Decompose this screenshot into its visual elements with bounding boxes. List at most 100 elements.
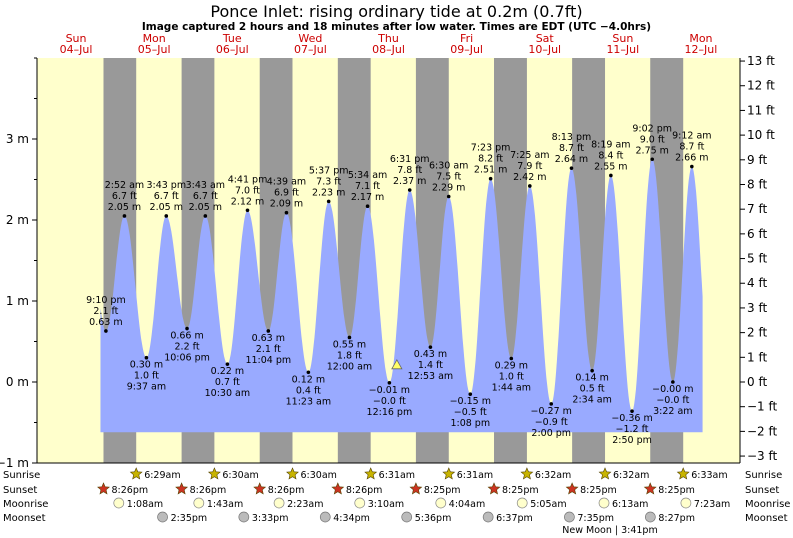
tide-time: 12:00 am [327,361,372,372]
sunrise-time: 6:32am [535,470,571,481]
moonrise-icon [680,497,692,509]
tide-time: 10:06 pm [164,353,210,364]
right-tick-label: 4 ft [747,276,767,290]
sunset-time: 8:26pm [190,485,227,496]
sunset-time: 8:25pm [580,485,617,496]
tide-ft: 8.2 ft [478,154,503,165]
sunrise-time: 6:33am [691,470,727,481]
astro-rows: Sunrise Sunrise Sunset Sunset Moonrise Moonri… [3,467,790,524]
tide-m: −0.27 m [531,406,572,417]
tide-ft: 6.9 ft [274,188,299,199]
tide-m: 2.66 m [675,153,708,164]
sunset-icon [97,482,110,495]
tide-time: 9:12 am [672,131,711,142]
tide-point [569,166,574,170]
moonset-time: 2:35pm [171,513,208,524]
moonrise-time: 5:05am [530,499,566,510]
left-tick-label: 2 m [6,213,29,227]
right-tick-label: 7 ft [747,202,767,216]
tide-point [347,335,352,340]
tide-ft: 6.7 ft [154,191,179,202]
tide-m: 2.12 m [231,196,264,207]
tide-time: 10:30 am [205,388,250,399]
tide-time: 5:37 pm [309,165,349,176]
right-tick-label: 5 ft [747,252,767,266]
day-name: Thu [377,32,399,45]
tide-time: 11:04 pm [245,355,291,366]
moonset-icon [319,511,331,523]
tide-events: 9:10 pm2.1 ft0.63 m2:52 am6.7 ft2.05 m0.… [86,123,711,446]
tide-time: 2:50 pm [612,435,652,446]
day-date: 07–Jul [294,43,327,56]
day-headers: Sun04–JulMon05–JulTue06–JulWed07–JulThu0… [60,32,718,56]
tide-ft: 7.9 ft [517,161,542,172]
tide-ft: 1.8 ft [337,350,362,361]
tide-ft: 1.0 ft [134,371,159,382]
right-tick-label: 10 ft [747,128,775,142]
tide-m: 2.05 m [150,202,183,213]
tide-time: 8:19 am [591,139,630,150]
tide-ft: 7.1 ft [355,181,380,192]
moonrise-icon [354,497,366,509]
tide-m: 0.63 m [252,333,285,344]
sunset-icon [487,482,501,495]
left-tick-label: 0 m [6,375,29,389]
moonset-icon [482,511,494,523]
tide-point [104,329,108,333]
tide-point [122,214,127,218]
tide-m: 0.12 m [292,374,325,385]
tide-point [284,210,289,215]
day-date: 11–Jul [606,43,639,56]
moonrise-time: 4:04am [449,499,485,510]
tide-area [100,159,703,433]
tide-ft: 0.5 ft [580,384,605,395]
tide-point [690,164,694,169]
sunrise-icon [442,467,456,480]
day-date: 06–Jul [216,43,249,56]
day-date: 08–Jul [372,43,405,56]
tide-m: 2.64 m [555,154,588,165]
tide-ft: 6.7 ft [112,191,137,202]
sunset-row-label-right: Sunset [745,485,779,496]
moonrise-icon [598,497,610,509]
moonset-icon [644,511,656,523]
tide-point [365,204,370,209]
tide-m: 2.75 m [636,145,669,156]
tide-ft: −0.0 ft [656,395,689,406]
sunrise-icon [286,467,299,480]
sunrise-icon [364,467,378,480]
sunrise-time: 6:30am [222,470,258,481]
tide-ft: 0.4 ft [296,385,321,396]
left-tick-label: −1 m [0,456,29,470]
sunrise-icon [520,467,534,480]
tide-point [225,362,230,366]
tide-time: 8:13 pm [552,132,592,143]
tide-point [387,381,392,385]
tide-ft: −0.0 ft [373,396,406,407]
tide-point [306,370,311,375]
moonset-icon [238,511,250,523]
right-tick-label: 3 ft [747,301,767,315]
sunrise-row-label: Sunrise [3,470,40,481]
sunrise-time: 6:31am [379,470,415,481]
tide-time: 12:53 am [408,371,453,382]
tide-point [428,345,433,349]
tide-m: 2.23 m [312,187,345,198]
tide-ft: −0.9 ft [535,417,568,428]
right-tick-label: 1 ft [747,350,767,364]
tide-m: 2.05 m [189,202,222,213]
tide-time: 3:43 am [186,180,225,191]
moonrise-time: 6:13am [612,499,648,510]
moonset-icon [157,511,168,523]
day-date: 05–Jul [138,43,171,56]
day-date: 12–Jul [685,43,718,56]
moonrise-time: 3:10am [368,499,404,510]
moonrise-time: 1:43am [207,499,243,510]
left-tick-label: 3 m [6,132,29,146]
tide-m: −0.15 m [450,396,491,407]
sunset-icon [175,482,189,495]
tide-point [164,214,169,218]
tide-time: 5:34 am [348,170,387,181]
right-tick-label: 12 ft [747,79,775,93]
tide-ft: 7.3 ft [316,176,341,187]
